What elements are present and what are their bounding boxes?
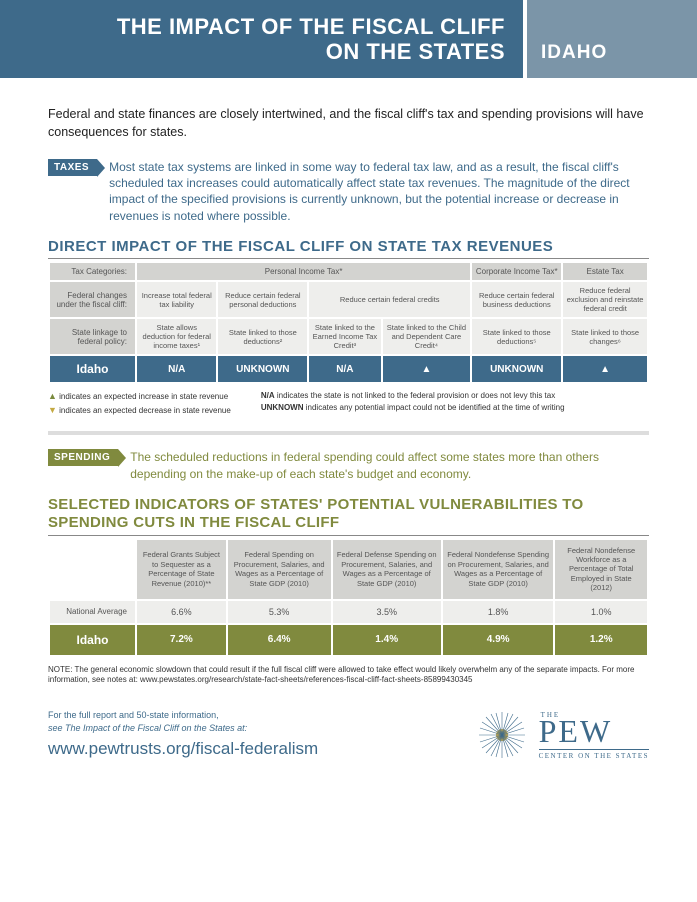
spending-tag: SPENDING (48, 449, 118, 466)
row-label: Tax Categories: (50, 263, 135, 281)
legend-right: N/A indicates the state is not linked to… (261, 390, 565, 417)
col-header: Corporate Income Tax* (472, 263, 561, 281)
legend-unknown: indicates any potential impact could not… (306, 403, 565, 412)
cell: Reduce certain federal business deductio… (472, 282, 561, 317)
cell: Reduce federal exclusion and reinstate f… (563, 282, 647, 317)
col-header: Federal Defense Spending on Procurement,… (333, 540, 441, 599)
header-banner: THE IMPACT OF THE FISCAL CLIFF ON THE ST… (0, 0, 697, 78)
natavg-value: 5.3% (228, 601, 331, 623)
footer-line2: see The Impact of the Fiscal Cliff on th… (48, 723, 247, 733)
cell: State linked to those changes⁶ (563, 319, 647, 354)
cell: State allows deduction for federal incom… (137, 319, 216, 354)
state-value: N/A (137, 356, 216, 382)
header-left: THE IMPACT OF THE FISCAL CLIFF ON THE ST… (0, 0, 523, 78)
legend-left: ▲ indicates an expected increase in stat… (48, 390, 231, 417)
intro-text: Federal and state finances are closely i… (48, 106, 649, 141)
table-row: Federal changes under the fiscal cliff: … (50, 282, 647, 317)
section-divider (48, 431, 649, 435)
legend-na: indicates the state is not linked to the… (277, 391, 555, 400)
state-value: ▲ (563, 356, 647, 382)
footnote: NOTE: The general economic slowdown that… (48, 665, 649, 686)
footer: For the full report and 50-state informa… (48, 709, 649, 760)
col-header: Personal Income Tax* (137, 263, 470, 281)
state-value: 4.9% (443, 625, 554, 655)
footer-right: THE PEW CENTER ON THE STATES (477, 710, 649, 760)
footer-url: www.pewtrusts.org/fiscal-federalism (48, 737, 318, 761)
footer-left: For the full report and 50-state informa… (48, 709, 318, 760)
title-line2: ON THE STATES (326, 39, 505, 64)
state-value: 7.2% (137, 625, 226, 655)
table-row: Federal Grants Subject to Sequester as a… (50, 540, 647, 599)
taxes-section-title: DIRECT IMPACT OF THE FISCAL CLIFF ON STA… (48, 238, 649, 259)
col-header: Federal Spending on Procurement, Salarie… (228, 540, 331, 599)
header-right: IDAHO (527, 0, 697, 78)
state-value: 1.2% (555, 625, 647, 655)
state-name-cell: Idaho (50, 625, 135, 655)
logo-sub: CENTER ON THE STATES (539, 749, 649, 760)
cell: Reduce certain federal credits (309, 282, 470, 317)
state-value: 6.4% (228, 625, 331, 655)
sunburst-icon (477, 710, 527, 760)
col-header: Federal Nondefense Workforce as a Percen… (555, 540, 647, 599)
state-name-header: IDAHO (541, 42, 607, 64)
taxes-tag-row: TAXES Most state tax systems are linked … (48, 159, 649, 224)
spending-section-title: SELECTED INDICATORS OF STATES' POTENTIAL… (48, 496, 649, 536)
state-value: 1.4% (333, 625, 441, 655)
cell: State linked to the Earned Income Tax Cr… (309, 319, 380, 354)
col-header: Federal Nondefense Spending on Procureme… (443, 540, 554, 599)
taxes-description: Most state tax systems are linked in som… (109, 159, 649, 224)
natavg-value: 6.6% (137, 601, 226, 623)
table-legend: ▲ indicates an expected increase in stat… (48, 390, 649, 417)
state-value: ▲ (383, 356, 471, 382)
col-header: Federal Grants Subject to Sequester as a… (137, 540, 226, 599)
state-data-row: Idaho N/A UNKNOWN N/A ▲ UNKNOWN ▲ (50, 356, 647, 382)
row-label: State linkage to federal policy: (50, 319, 135, 354)
table-row: State linkage to federal policy: State a… (50, 319, 647, 354)
triangle-down-icon: ▼ (48, 405, 57, 415)
natavg-value: 1.8% (443, 601, 554, 623)
cell: State linked to the Child and Dependent … (383, 319, 471, 354)
col-header: Estate Tax (563, 263, 647, 281)
spending-indicators-table: Federal Grants Subject to Sequester as a… (48, 538, 649, 657)
title-line1: THE IMPACT OF THE FISCAL CLIFF (117, 14, 505, 39)
spending-description: The scheduled reductions in federal spen… (130, 449, 649, 481)
empty-cell (50, 540, 135, 599)
footer-line1: For the full report and 50-state informa… (48, 710, 219, 720)
row-label: Federal changes under the fiscal cliff: (50, 282, 135, 317)
taxes-tag: TAXES (48, 159, 97, 176)
state-value: N/A (309, 356, 380, 382)
triangle-up-icon: ▲ (48, 391, 57, 401)
natavg-value: 3.5% (333, 601, 441, 623)
tax-impact-table: Tax Categories: Personal Income Tax* Cor… (48, 261, 649, 385)
legend-down: indicates an expected decrease in state … (59, 406, 231, 415)
logo-main: PEW (539, 713, 613, 749)
state-value: UNKNOWN (218, 356, 307, 382)
cell: State linked to those deductions⁵ (472, 319, 561, 354)
spending-tag-row: SPENDING The scheduled reductions in fed… (48, 449, 649, 481)
natavg-value: 1.0% (555, 601, 647, 623)
cell: State linked to those deductions² (218, 319, 307, 354)
state-data-row: Idaho 7.2% 6.4% 1.4% 4.9% 1.2% (50, 625, 647, 655)
pew-logo: THE PEW CENTER ON THE STATES (539, 711, 649, 760)
page-title: THE IMPACT OF THE FISCAL CLIFF ON THE ST… (117, 14, 505, 65)
cell: Reduce certain federal personal deductio… (218, 282, 307, 317)
state-value: UNKNOWN (472, 356, 561, 382)
natavg-label: National Average (50, 601, 135, 623)
state-name-cell: Idaho (50, 356, 135, 382)
cell: Increase total federal tax liability (137, 282, 216, 317)
natavg-row: National Average 6.6% 5.3% 3.5% 1.8% 1.0… (50, 601, 647, 623)
legend-up: indicates an expected increase in state … (59, 392, 228, 401)
table-row: Tax Categories: Personal Income Tax* Cor… (50, 263, 647, 281)
